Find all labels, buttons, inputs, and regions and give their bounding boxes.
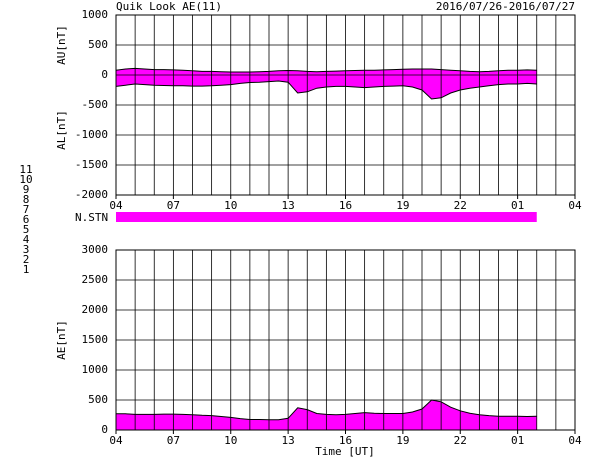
x-tick-label: 04: [109, 434, 123, 447]
plot-frame: [115, 14, 576, 196]
station-bar: [116, 212, 537, 222]
x-tick-label: 16: [339, 434, 352, 447]
y-tick-label: 2000: [82, 303, 109, 316]
x-tick-label: 04: [568, 199, 582, 212]
y-tick-label: 1500: [82, 333, 109, 346]
x-tick-label: 07: [167, 434, 180, 447]
station-label: 8: [23, 193, 30, 206]
x-tick-label: 01: [511, 199, 524, 212]
y-axis-label: AU[nT]: [55, 25, 68, 65]
station-axis-label: N.STN: [75, 211, 108, 224]
station-label: 11: [19, 163, 32, 176]
y-tick-label: -1000: [75, 128, 108, 141]
station-label: 9: [23, 183, 30, 196]
station-label: 10: [19, 173, 32, 186]
station-label: 6: [23, 213, 30, 226]
x-tick-label: 22: [454, 199, 467, 212]
x-tick-label: 10: [224, 199, 237, 212]
y-axis-label: AL[nT]: [55, 110, 68, 150]
x-tick-label: 19: [396, 199, 409, 212]
station-label: 7: [23, 203, 30, 216]
plot-frame: [115, 249, 576, 431]
station-label: 2: [23, 253, 30, 266]
y-tick-label: -2000: [75, 188, 108, 201]
y-tick-label: 500: [88, 38, 108, 51]
y-tick-label: 0: [101, 423, 108, 436]
x-axis-label: Time [UT]: [315, 445, 375, 458]
station-label: 5: [23, 223, 30, 236]
x-tick-label: 01: [511, 434, 524, 447]
station-label: 3: [23, 243, 30, 256]
y-tick-label: 0: [101, 68, 108, 81]
y-tick-label: 1000: [82, 363, 109, 376]
chart-title: Quik Look AE(11): [116, 0, 222, 13]
station-label: 1: [23, 263, 30, 276]
x-tick-label: 16: [339, 199, 352, 212]
station-label: 4: [23, 233, 30, 246]
y-axis-label: AE[nT]: [55, 320, 68, 360]
x-tick-label: 19: [396, 434, 409, 447]
x-tick-label: 07: [167, 199, 180, 212]
y-tick-label: -500: [82, 98, 109, 111]
y-tick-label: 3000: [82, 243, 109, 256]
x-tick-label: 04: [109, 199, 123, 212]
x-tick-label: 13: [282, 199, 295, 212]
x-tick-label: 22: [454, 434, 467, 447]
x-tick-label: 04: [568, 434, 582, 447]
x-tick-label: 10: [224, 434, 237, 447]
y-tick-label: -1500: [75, 158, 108, 171]
date-range: 2016/07/26-2016/07/27: [436, 0, 575, 13]
y-tick-label: 1000: [82, 8, 109, 21]
y-tick-label: 500: [88, 393, 108, 406]
y-tick-label: 2500: [82, 273, 109, 286]
x-tick-label: 13: [282, 434, 295, 447]
